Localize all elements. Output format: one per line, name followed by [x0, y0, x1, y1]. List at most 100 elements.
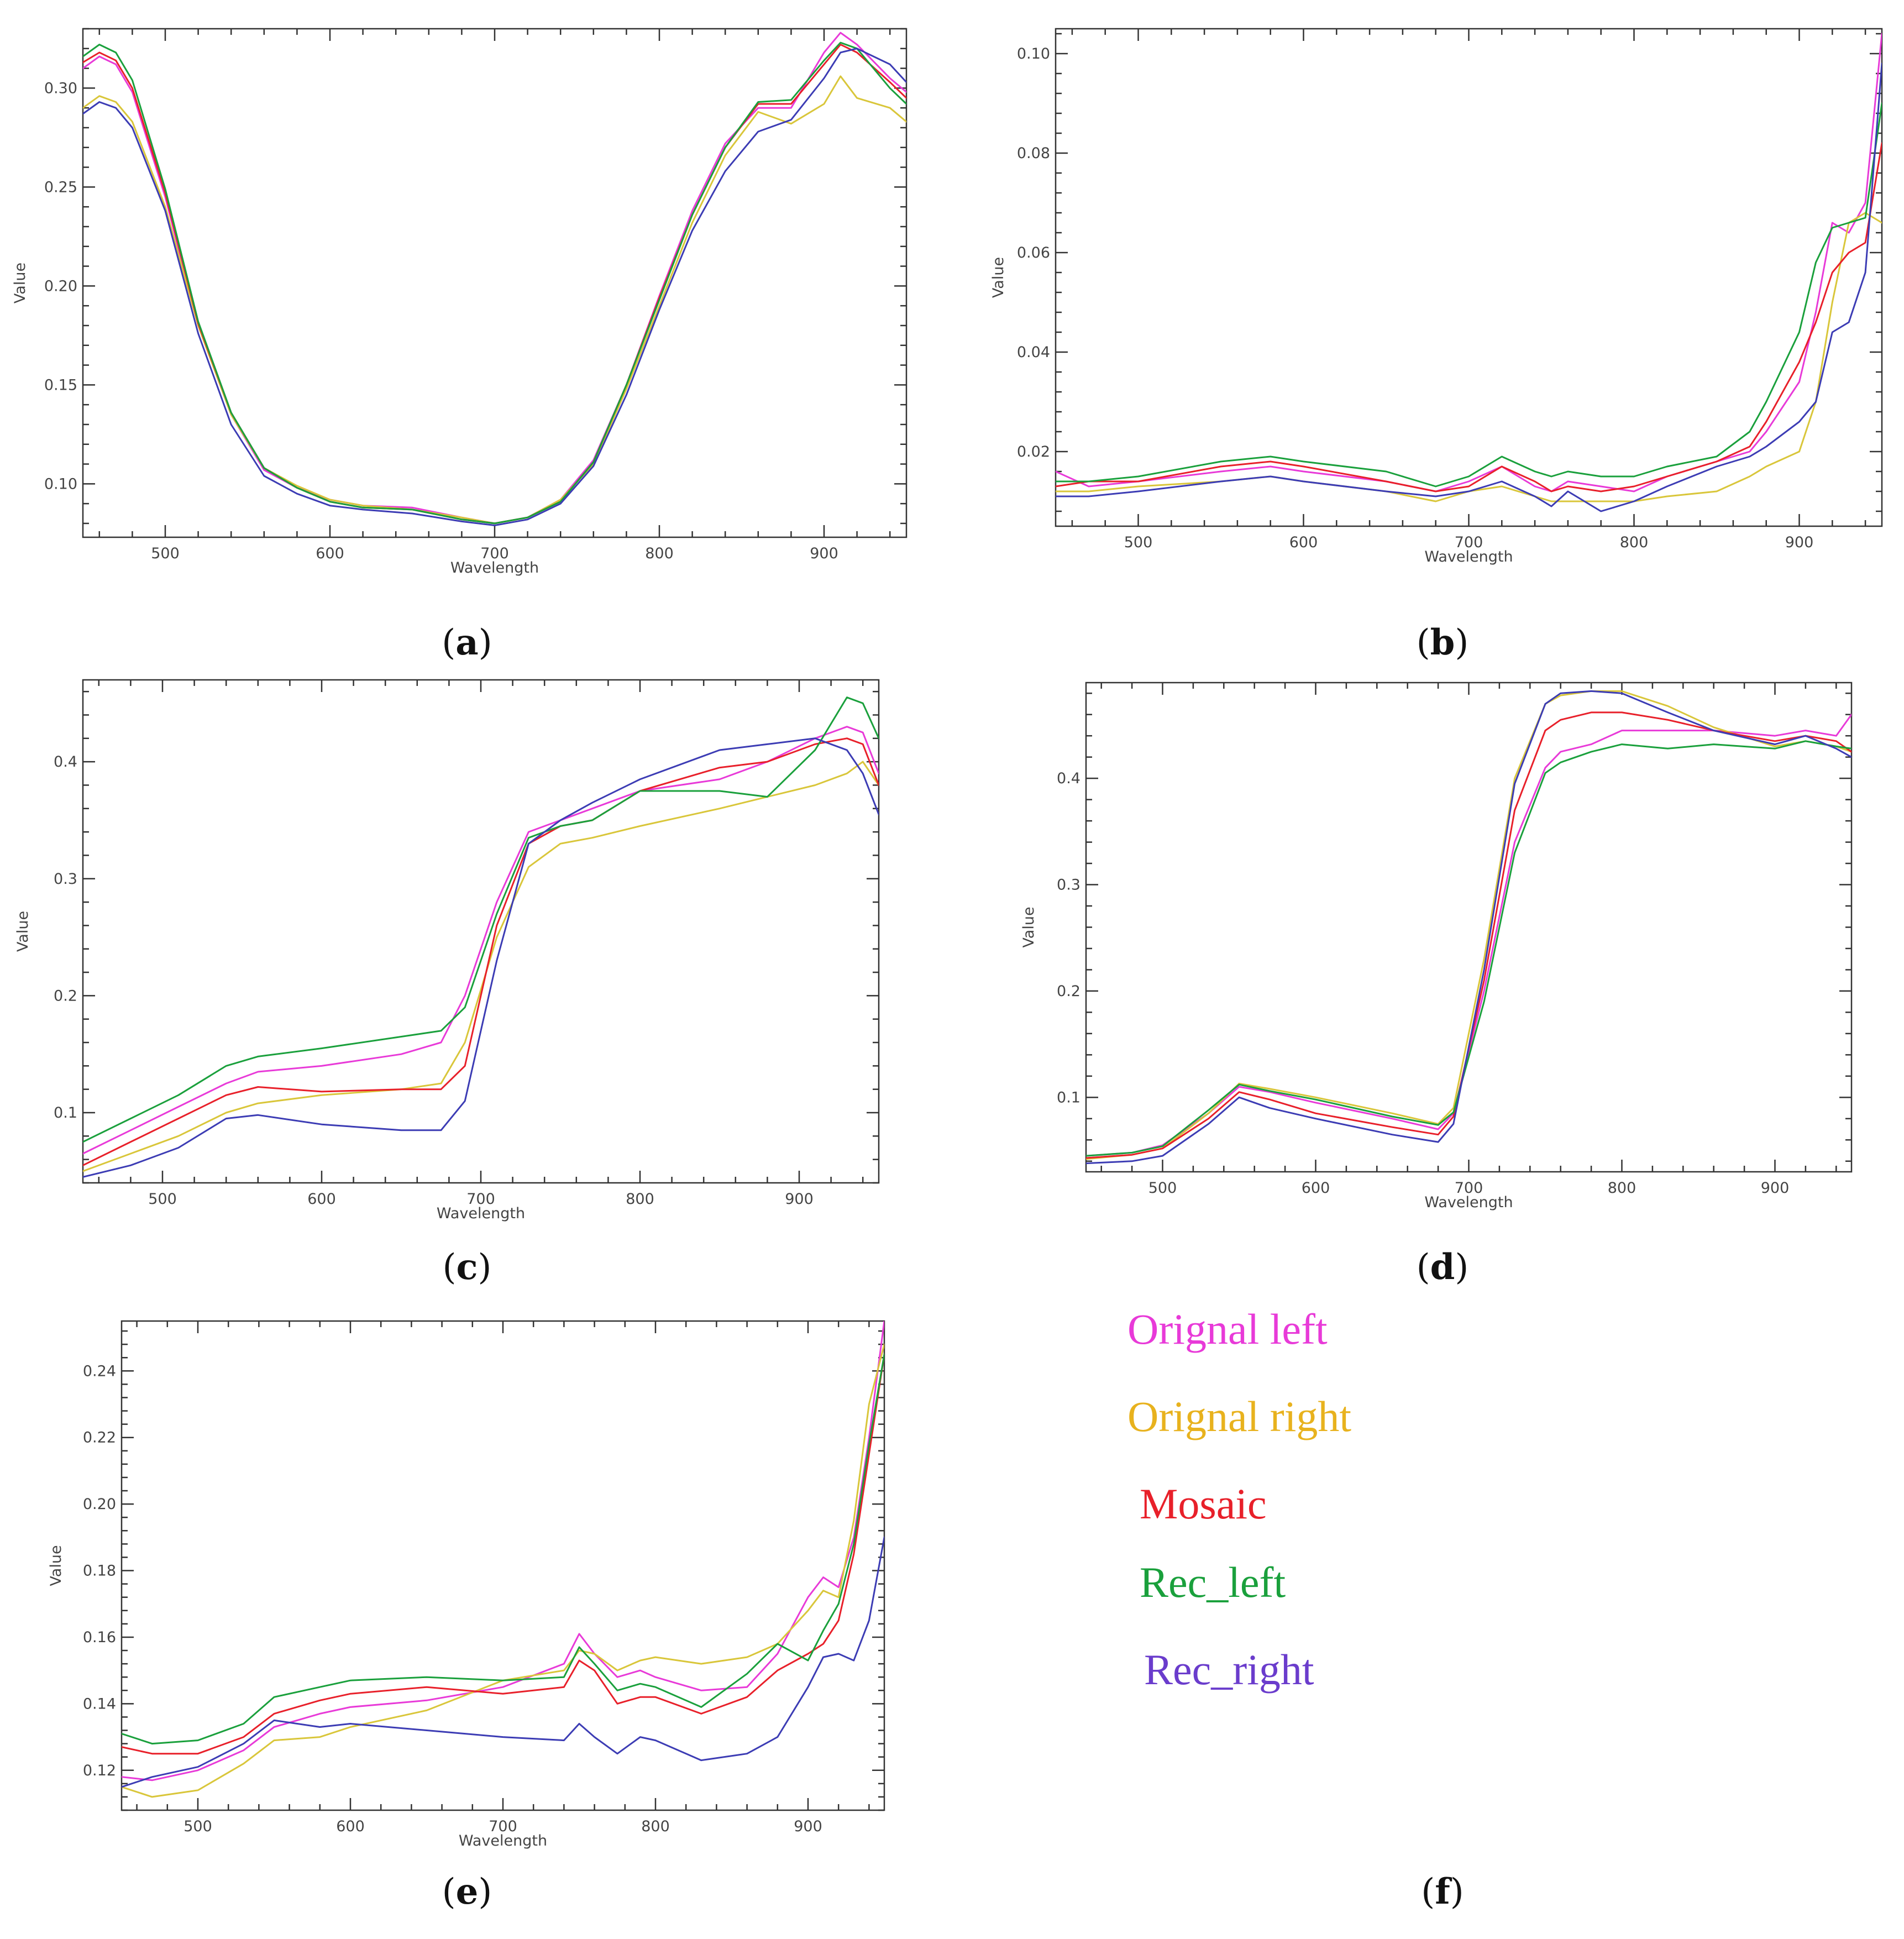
chart-a-xtick-label: 900 — [810, 545, 838, 562]
chart-b-xtick-label: 500 — [1124, 534, 1153, 551]
chart-e-xlabel: Wavelength — [459, 1832, 547, 1849]
chart-b-series-orignal-left — [1056, 33, 1882, 492]
chart-e-series-mosaic — [122, 1353, 884, 1755]
chart-a-ytick-label: 0.20 — [44, 277, 77, 295]
chart-c-xlabel: Wavelength — [437, 1205, 525, 1222]
chart-d-series-orignal-left — [1086, 714, 1851, 1157]
chart-d-series-rec-left — [1086, 740, 1851, 1157]
chart-e-ytick-label: 0.24 — [83, 1362, 116, 1380]
legend-item-rec-right: Rec_right — [1144, 1645, 1314, 1694]
chart-c-plot: 500 600 700 800 900 0.1 0.2 0.3 0.4 Wavelength Val… — [14, 679, 880, 1222]
chart-e-series-rec-left — [122, 1353, 884, 1745]
chart-a-ylabel: Value — [12, 263, 29, 303]
chart-c-xtick-label: 800 — [626, 1191, 654, 1208]
chart-panel-b: 500 600 700 800 900 0.02 0.04 0.06 0.08 0.10 Wavel… — [978, 17, 1904, 575]
chart-e-ytick-label: 0.12 — [83, 1762, 116, 1779]
chart-b-ylabel: Value — [990, 257, 1007, 298]
chart-d-ylabel: Value — [1020, 906, 1037, 947]
chart-a-xtick-label: 800 — [645, 545, 674, 562]
caption-c: (c) — [442, 1246, 492, 1288]
chart-c-xtick-label: 700 — [466, 1191, 495, 1208]
chart-e-xtick-label: 600 — [336, 1818, 365, 1835]
chart-panel-e: 500 600 700 800 900 0.12 0.14 0.16 0.18 0.20 0.22 0… — [33, 1310, 940, 1863]
chart-b-plot: 500 600 700 800 900 0.02 0.04 0.06 0.08 0.10 Wavel… — [990, 28, 1883, 565]
chart-b-xlabel: Wavelength — [1424, 548, 1513, 565]
chart-b-series-rec-right — [1056, 62, 1882, 512]
chart-c-xtick-label: 600 — [307, 1191, 336, 1208]
chart-b-ytick-label: 0.02 — [1017, 443, 1050, 460]
chart-c-xtick-label: 500 — [148, 1191, 177, 1208]
chart-e-ylabel: Value — [48, 1545, 65, 1586]
chart-b-frame — [1055, 28, 1883, 527]
chart-c-ytick-label: 0.4 — [54, 753, 77, 771]
chart-a-ytick-label: 0.25 — [44, 179, 77, 196]
chart-a-plot: 500 600 700 800 900 0.10 0.15 0.20 0.25 0.30 Wavel… — [12, 28, 908, 577]
chart-a-xlabel: Wavelength — [450, 559, 539, 577]
chart-c-series-mosaic — [83, 737, 879, 1166]
legend-item-mosaic: Mosaic — [1140, 1480, 1267, 1528]
chart-d-ytick-label: 0.4 — [1057, 770, 1080, 787]
chart-e-frame — [120, 1320, 885, 1811]
chart-a-ytick-label: 0.15 — [44, 376, 77, 394]
chart-d-xtick-label: 600 — [1302, 1180, 1330, 1197]
chart-c-series-rec-right — [83, 737, 879, 1178]
chart-panel-c: 500 600 700 800 900 0.1 0.2 0.3 0.4 Wavelength Val… — [0, 669, 940, 1227]
chart-a-frame — [82, 28, 908, 538]
chart-b-xtick-label: 700 — [1455, 534, 1483, 551]
chart-a-series-rec-right — [83, 48, 906, 526]
chart-e-ytick-label: 0.14 — [83, 1695, 116, 1712]
chart-e-series-rec-right — [122, 1536, 884, 1788]
chart-b-ytick-label: 0.06 — [1017, 244, 1050, 261]
chart-c-ylabel: Value — [14, 911, 32, 952]
chart-a-xtick-label: 500 — [151, 545, 180, 562]
chart-c-series-rec-left — [83, 696, 879, 1143]
chart-e-series-orignal-left — [122, 1321, 884, 1781]
chart-d-xtick-label: 900 — [1761, 1180, 1790, 1197]
legend-item-orignal-right: Orignal right — [1127, 1392, 1352, 1440]
chart-d-xtick-label: 500 — [1148, 1180, 1177, 1197]
chart-b-xtick-label: 600 — [1289, 534, 1318, 551]
chart-d-series-rec-right — [1086, 690, 1851, 1165]
caption-b: (b) — [1416, 622, 1469, 663]
chart-panel-a: 500 600 700 800 900 0.10 0.15 0.20 0.25 0.30 Wavel… — [0, 17, 940, 580]
chart-e-series-orignal-right — [122, 1343, 884, 1798]
chart-e-ytick-label: 0.18 — [83, 1563, 116, 1580]
chart-c-ytick-label: 0.3 — [54, 871, 77, 888]
chart-d-xtick-label: 700 — [1455, 1180, 1483, 1197]
caption-a: (a) — [442, 622, 492, 663]
chart-d-xlabel: Wavelength — [1424, 1194, 1513, 1211]
chart-a-xtick-label: 700 — [480, 545, 509, 562]
chart-d-ytick-label: 0.3 — [1057, 877, 1080, 894]
caption-d: (d) — [1416, 1246, 1469, 1288]
chart-e-xtick-label: 700 — [489, 1818, 517, 1835]
chart-b-xtick-label: 800 — [1620, 534, 1649, 551]
chart-b-series-rec-left — [1056, 102, 1882, 488]
chart-d-plot: 500 600 700 800 900 0.1 0.2 0.3 0.4 Wavelength Val… — [1020, 682, 1853, 1211]
chart-b-ytick-label: 0.08 — [1017, 145, 1050, 162]
chart-d-frame — [1085, 682, 1853, 1173]
chart-b-ytick-label: 0.10 — [1017, 45, 1050, 62]
chart-b-xtick-label: 900 — [1785, 534, 1814, 551]
chart-e-xtick-label: 800 — [641, 1818, 670, 1835]
caption-f: (f) — [1421, 1871, 1464, 1912]
chart-e-plot: 500 600 700 800 900 0.12 0.14 0.16 0.18 0.20 0.22 0… — [48, 1320, 885, 1849]
chart-e-xtick-label: 900 — [794, 1818, 822, 1835]
chart-c-xtick-label: 900 — [785, 1191, 814, 1208]
chart-a-ytick-label: 0.10 — [44, 475, 77, 492]
chart-a-xtick-label: 600 — [316, 545, 344, 562]
chart-e-ytick-label: 0.20 — [83, 1496, 116, 1513]
chart-c-ytick-label: 0.2 — [54, 987, 77, 1004]
chart-c-ytick-label: 0.1 — [54, 1104, 77, 1122]
chart-e-ytick-label: 0.16 — [83, 1629, 116, 1646]
legend-item-orignal-left: Orignal left — [1127, 1305, 1328, 1353]
chart-a-series-rec-left — [83, 41, 906, 525]
chart-d-xtick-label: 800 — [1608, 1180, 1637, 1197]
chart-d-series-mosaic — [1086, 711, 1851, 1159]
chart-e-xtick-label: 500 — [183, 1818, 212, 1835]
chart-b-series-mosaic — [1056, 142, 1882, 492]
chart-panel-d: 500 600 700 800 900 0.1 0.2 0.3 0.4 Wavelength Val… — [1006, 672, 1901, 1213]
legend-item-rec-left: Rec_left — [1140, 1558, 1286, 1606]
chart-d-ytick-label: 0.2 — [1057, 983, 1080, 1000]
chart-b-ytick-label: 0.04 — [1017, 344, 1050, 361]
chart-d-ytick-label: 0.1 — [1057, 1089, 1080, 1106]
